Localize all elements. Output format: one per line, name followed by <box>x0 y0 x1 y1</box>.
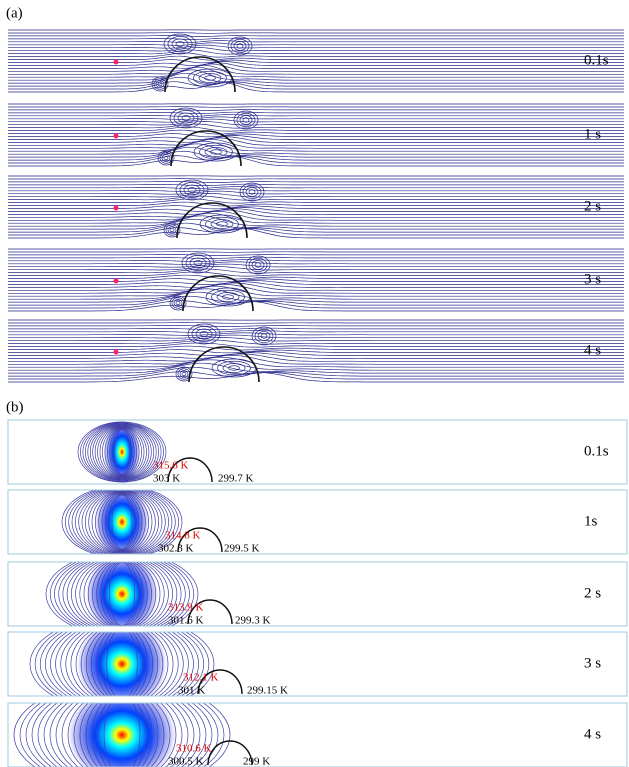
max-temp: 312.1 K <box>183 672 219 684</box>
heat-source <box>114 206 119 211</box>
heat-source <box>114 350 119 355</box>
far-temp: 299 K <box>243 756 270 767</box>
panel-label: (a) <box>6 5 23 21</box>
streamline <box>8 179 624 180</box>
time-label: 1 s <box>584 126 601 142</box>
far-temp: 299.15 K <box>247 685 288 697</box>
near-temp: 302.3 K <box>158 543 194 555</box>
near-temp: 300.5 K <box>168 756 204 767</box>
time-label: 3 s <box>584 271 601 287</box>
max-temp: 313.9 K <box>168 602 204 614</box>
time-label: 0.1s <box>584 443 609 459</box>
max-temp: 315.6 K <box>153 460 189 472</box>
far-temp: 299.5 K <box>224 543 260 555</box>
time-label: 4 s <box>584 726 601 742</box>
heat-core <box>77 620 167 708</box>
time-label: 2 s <box>584 198 601 214</box>
frame-background <box>8 28 625 94</box>
near-temp: 301 K <box>178 685 205 697</box>
max-temp: 314.8 K <box>165 530 201 542</box>
frame-background <box>8 318 625 384</box>
frame-background <box>8 247 625 313</box>
streamline <box>8 33 624 34</box>
figure: (a) (b) 0.1s 1 s 2 s 3 s 4 s 315.6 K303 K 299.… <box>0 0 629 767</box>
streamline <box>8 107 624 108</box>
heat-source <box>114 60 119 65</box>
heat-core <box>95 486 149 558</box>
time-label: 2 s <box>584 585 601 601</box>
streamline <box>8 323 624 324</box>
streamline <box>8 252 624 253</box>
time-label: 0.1s <box>584 52 609 68</box>
heat-source <box>114 134 119 139</box>
far-temp: 299.3 K <box>235 615 271 627</box>
frame-background <box>8 174 625 240</box>
far-temp: 299.7 K <box>218 473 254 485</box>
time-label: 1s <box>584 513 598 529</box>
near-temp: 301.6 K <box>168 615 204 627</box>
time-label: 4 s <box>584 342 601 358</box>
heat-source <box>114 279 119 284</box>
max-temp: 310.6 K <box>176 743 212 755</box>
time-label: 3 s <box>584 655 601 671</box>
frame-background <box>8 102 625 168</box>
contours <box>30 616 214 712</box>
panel-label: (b) <box>6 399 24 415</box>
near-temp: 303 K <box>153 473 180 485</box>
